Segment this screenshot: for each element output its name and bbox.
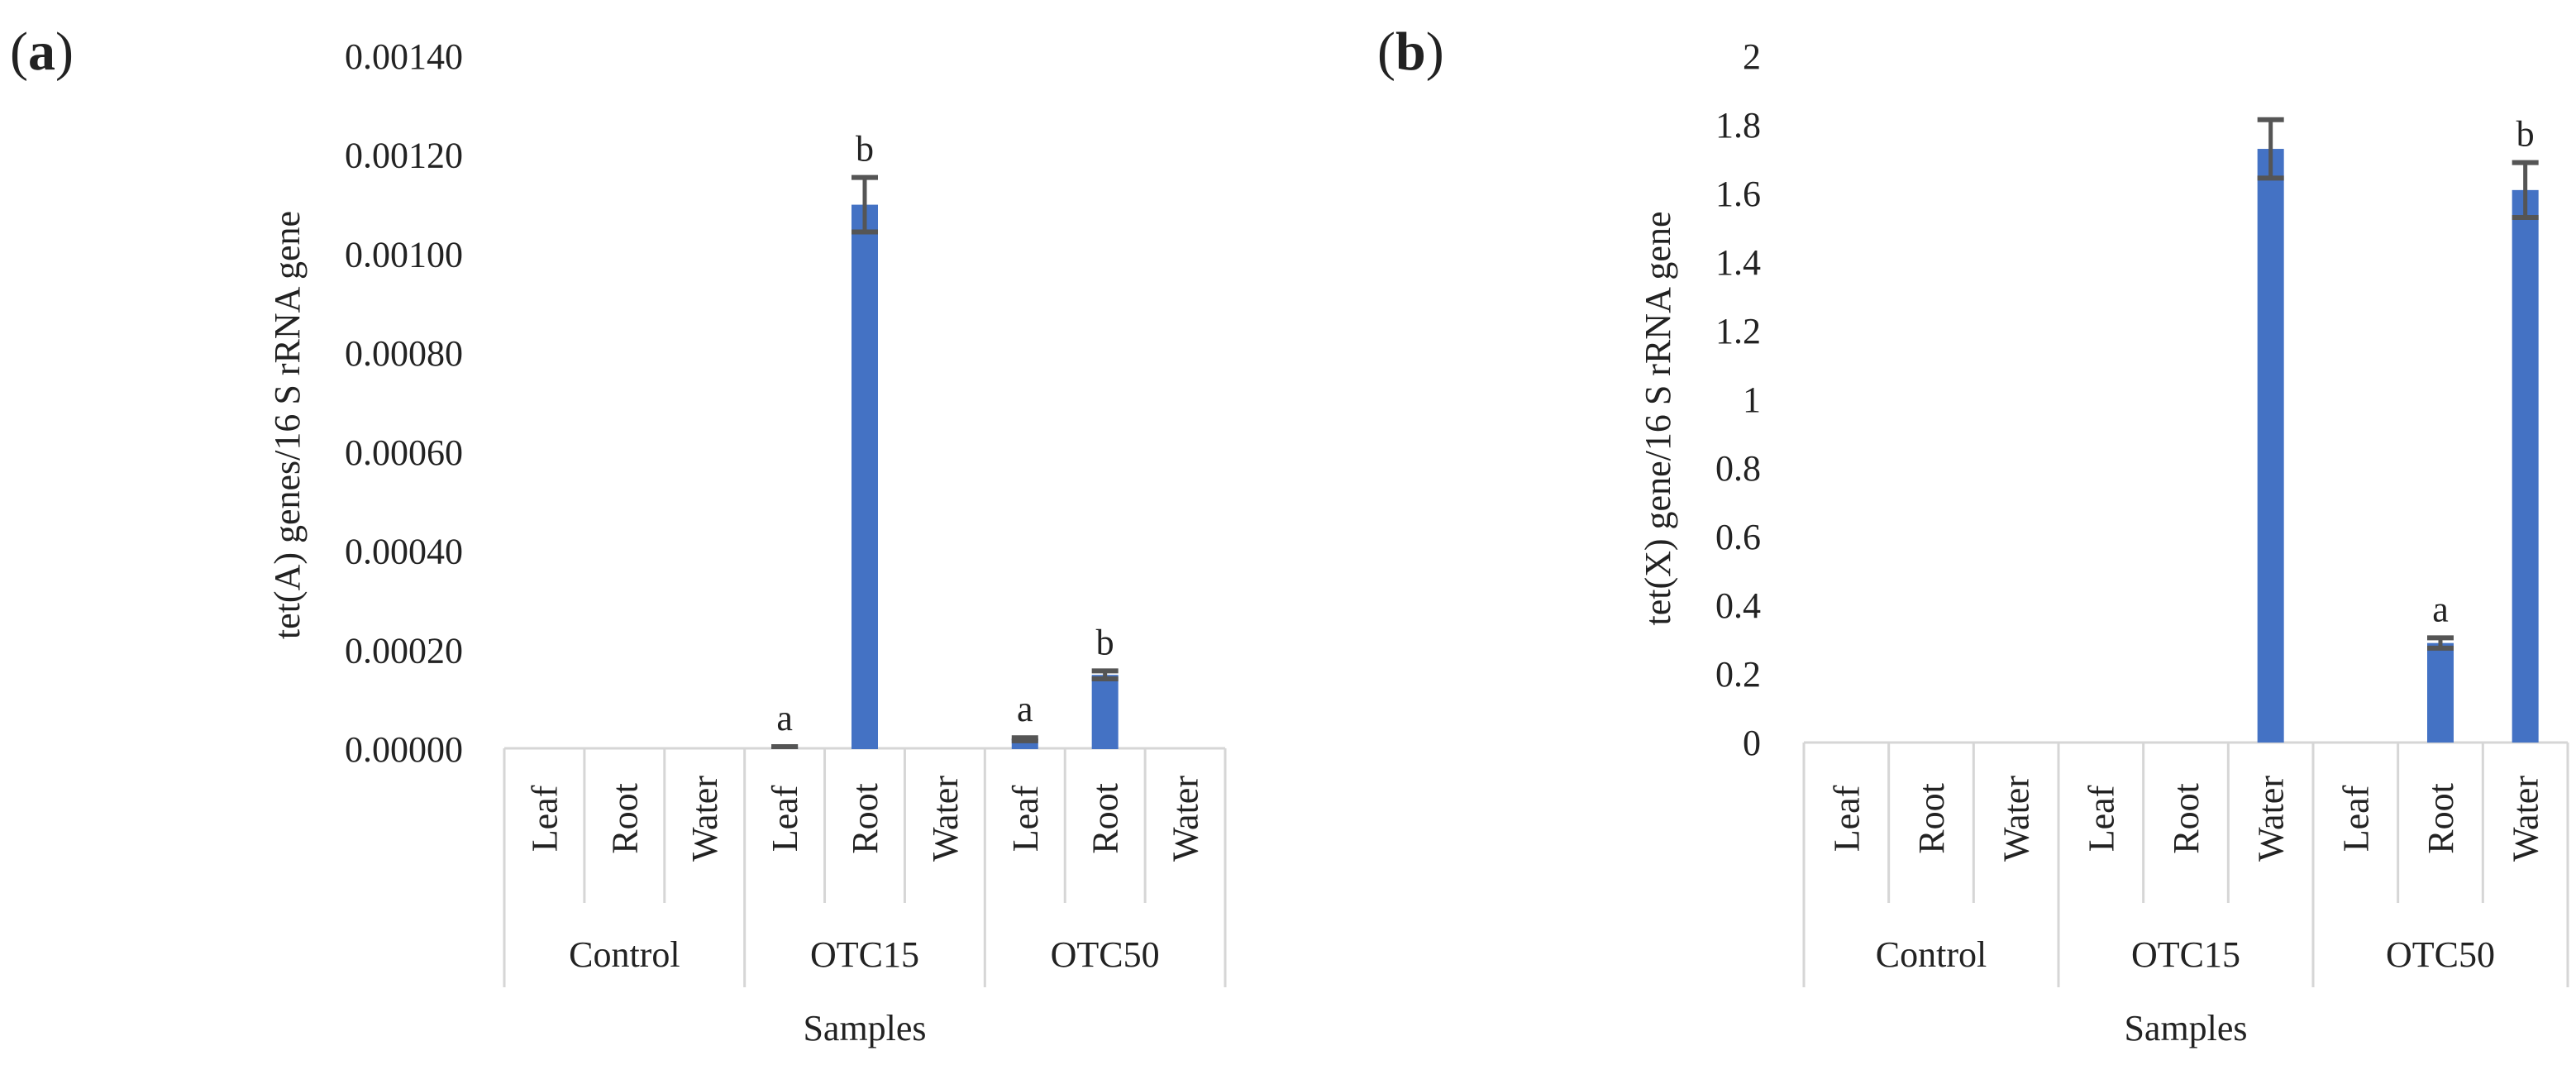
panel-a-bar — [852, 204, 878, 750]
panel-b-y-tick-label: 1.6 — [1715, 174, 1761, 214]
panel-b-significance-letter: a — [2432, 589, 2449, 629]
panel-a-group-labels: Control OTC15 OTC50 — [569, 934, 1160, 975]
panel-b-label: (b) — [1377, 21, 1444, 82]
panel-b-group-labels: Control OTC15 OTC50 — [1876, 934, 2495, 975]
panel-a-category-label: Root — [1085, 783, 1126, 854]
panel-a-category-label: Leaf — [765, 785, 805, 852]
panel-b: (b) tet(X) gene/16 S rRNA gene Samples 0… — [1377, 21, 2569, 1048]
panel-b-y-tick-label: 0.6 — [1715, 517, 1761, 557]
panel-a-bar — [1091, 675, 1119, 749]
panel-b-group-label: Control — [1876, 934, 1987, 975]
panel-b-y-tick-label: 1.8 — [1715, 105, 1761, 146]
panel-b-category-labels: Leaf Root Water Leaf Root Water Leaf Root Water — [1826, 776, 2545, 862]
panel-a-y-tick-label: 0.00140 — [345, 36, 463, 77]
panel-a-y-tick-label: 0.00100 — [345, 234, 463, 275]
panel-b-y-tick-label: 0.8 — [1715, 448, 1761, 489]
panel-b-category-label: Water — [1996, 776, 2037, 862]
panel-a-y-ticks: 0.00000 0.00020 0.00040 0.00060 0.00080 0.001… — [345, 36, 463, 770]
panel-a-label: (a) — [10, 21, 74, 82]
panel-b-category-label: Leaf — [2081, 785, 2121, 852]
panel-b-y-tick-label: 2 — [1743, 36, 1761, 77]
panel-a-error-bars — [771, 174, 1119, 750]
panel-b-significance-letter: b — [2516, 114, 2535, 155]
panel-a-category-label: Leaf — [524, 785, 565, 852]
panel-a-significance-letter: b — [856, 129, 874, 170]
panel-b-category-label: Root — [1911, 783, 1952, 854]
panel-b-group-label: OTC50 — [2386, 934, 2495, 975]
panel-b-x-axis-label: Samples — [2124, 1008, 2247, 1048]
panel-a-category-label: Water — [685, 776, 725, 862]
panel-b-y-tick-label: 1.4 — [1715, 242, 1761, 283]
panel-b-error-bars — [2257, 117, 2539, 651]
panel-b-y-axis-label: tet(X) gene/16 S rRNA gene — [1638, 212, 1678, 626]
panel-a-category-label: Root — [845, 783, 885, 854]
panel-b-group-label: OTC15 — [2131, 934, 2240, 975]
panel-a-category-label: Root — [604, 783, 645, 854]
panel-b-y-tick-label: 0.2 — [1715, 654, 1761, 695]
panel-b-category-label: Root — [2421, 783, 2461, 854]
panel-a: (a) tet(A) genes/16 S rRNA gene Samples … — [10, 21, 1227, 1048]
panel-a-y-tick-label: 0.00080 — [345, 333, 463, 374]
panel-b-y-ticks: 0 0.2 0.4 0.6 0.8 1 1.2 1.4 1.6 1.8 2 — [1715, 36, 1761, 763]
panel-a-bar — [1011, 739, 1038, 749]
panel-a-group-label: OTC50 — [1051, 934, 1160, 975]
panel-a-y-tick-label: 0.00040 — [345, 532, 463, 572]
panel-b-category-label: Water — [2506, 776, 2546, 862]
panel-a-y-tick-label: 0.00000 — [345, 729, 463, 770]
panel-a-y-tick-label: 0.00020 — [345, 630, 463, 671]
panel-a-significance-letter: b — [1096, 622, 1114, 662]
panel-a-category-label: Water — [925, 776, 966, 862]
panel-a-category-labels: Leaf Root Water Leaf Root Water Leaf Root Water — [524, 776, 1205, 862]
panel-a-group-label: Control — [569, 934, 680, 975]
panel-a-category-label: Water — [1166, 776, 1206, 862]
panel-a-y-axis-label: tet(A) genes/16 S rRNA gene — [267, 211, 308, 639]
panel-b-significance-letters: ab — [2432, 114, 2534, 630]
panel-b-bar — [2257, 149, 2284, 743]
panel-b-y-tick-label: 1.2 — [1715, 311, 1761, 351]
panel-b-y-tick-label: 0 — [1743, 723, 1761, 763]
panel-a-significance-letter: a — [776, 698, 793, 738]
panel-b-category-label: Root — [2166, 783, 2206, 854]
panel-a-y-tick-label: 0.00120 — [345, 136, 463, 176]
panel-a-bars — [771, 204, 1119, 750]
panel-b-y-tick-label: 1 — [1743, 380, 1761, 420]
panel-a-significance-letter: a — [1017, 689, 1033, 729]
panel-a-y-tick-label: 0.00060 — [345, 432, 463, 473]
panel-a-x-axis-label: Samples — [803, 1008, 926, 1048]
panel-b-bar — [2427, 642, 2454, 743]
panel-b-category-label: Water — [2251, 776, 2292, 862]
panel-b-y-tick-label: 0.4 — [1715, 585, 1761, 626]
panel-b-category-label: Leaf — [2335, 785, 2376, 852]
panel-a-significance-letters: a b a b — [776, 129, 1114, 738]
panel-a-group-label: OTC15 — [810, 934, 919, 975]
panel-b-bar — [2512, 189, 2539, 743]
panel-b-category-label: Leaf — [1826, 785, 1867, 852]
panel-b-bars — [2257, 149, 2539, 743]
panel-a-category-label: Leaf — [1005, 785, 1046, 852]
